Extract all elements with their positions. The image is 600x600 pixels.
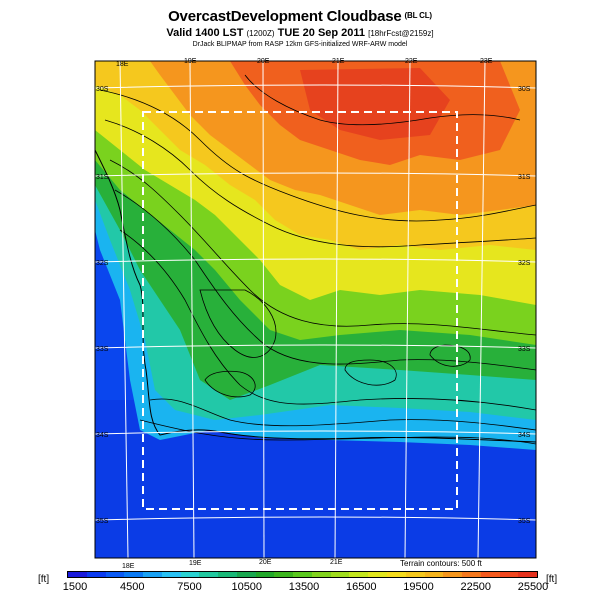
colorbar-segment — [368, 572, 388, 577]
lon-label: 18E — [116, 61, 129, 68]
colorbar-segment — [180, 572, 200, 577]
lat-label: 33S — [96, 346, 109, 353]
lat-label: 31S — [518, 174, 531, 181]
colorbar-segment — [274, 572, 294, 577]
lat-label: 33S — [518, 346, 531, 353]
lat-label: 35S — [96, 518, 109, 525]
map-frame — [94, 60, 537, 559]
colorbar-segment — [387, 572, 406, 577]
colorbar-segment — [480, 572, 500, 577]
colorbar-segment — [105, 572, 125, 577]
lat-label: 30S — [518, 86, 531, 93]
lon-label: 21E — [330, 559, 343, 566]
map-title: OvercastDevelopment Cloudbase (BL CL) — [0, 8, 600, 25]
lon-label: 21E — [332, 58, 345, 65]
colorbar-segment — [124, 572, 144, 577]
colorbar — [67, 571, 538, 578]
lon-label: 23E — [480, 58, 493, 65]
map-subtitle: Valid 1400 LST (1200Z) TUE 20 Sep 2011 [… — [0, 27, 600, 39]
colorbar-segment — [199, 572, 219, 577]
colorbar-segment — [518, 572, 538, 577]
title-text: OvercastDevelopment Cloudbase — [168, 8, 402, 25]
legend-unit-right: [ft] — [546, 574, 558, 585]
longitude-labels-bottom: 18E 19E 20E 21E — [122, 559, 343, 570]
legend-unit-left: [ft] — [38, 574, 50, 585]
colorbar-segment — [443, 572, 463, 577]
valid-time: Valid 1400 LST — [166, 27, 244, 39]
colorbar-segment — [330, 572, 350, 577]
colorbar-segment — [424, 572, 444, 577]
lon-label: 19E — [189, 560, 202, 567]
colorbar-segment — [143, 572, 162, 577]
lat-label: 32S — [518, 260, 531, 267]
contour-interval-note: Terrain contours: 500 ft — [400, 559, 482, 568]
lat-label: 34S — [96, 432, 109, 439]
colorbar-tick-label: 19500 — [403, 581, 434, 593]
forecast-info: [18hrFcst@2159z] — [368, 29, 434, 38]
colorbar-segment — [405, 572, 425, 577]
colorbar-segment — [499, 572, 519, 577]
lat-label: 32S — [96, 260, 109, 267]
map-field — [95, 61, 536, 558]
coastline — [95, 149, 536, 443]
colorbar-tick-label: 13500 — [288, 581, 320, 593]
latitude-labels-right: 30S 31S 32S 33S 34S 35S — [518, 86, 531, 525]
longitude-labels-top: 18E 19E 20E 21E 22E 23E — [116, 58, 493, 68]
valid-date: TUE 20 Sep 2011 — [277, 27, 366, 39]
model-credit: DrJack BLIPMAP from RASP 12km GFS-initia… — [192, 41, 408, 48]
inner-domain-box — [142, 111, 458, 510]
colorbar-segment — [293, 572, 312, 577]
colorbar-tick-label: 22500 — [460, 581, 492, 593]
lat-label: 30S — [96, 86, 109, 93]
lat-label: 35S — [518, 518, 531, 525]
colorbar-segment — [349, 572, 369, 577]
lon-label: 19E — [184, 58, 197, 65]
colorbar-segment — [68, 572, 87, 577]
colorbar-segment — [218, 572, 237, 577]
lon-label: 20E — [257, 58, 270, 65]
utc-time: (1200Z) — [246, 29, 275, 38]
latitude-labels-left: 30S 31S 32S 33S 34S 35S — [96, 86, 109, 525]
lat-label: 34S — [518, 432, 531, 439]
colorbar-segment — [255, 572, 275, 577]
colorbar-segment — [236, 572, 256, 577]
colorbar-tick-labels: 1500 4500 7500 10500 13500 16500 19500 22500 255… — [0, 581, 600, 595]
lat-label: 31S — [96, 174, 109, 181]
colorbar-segment — [311, 572, 331, 577]
colorbar-tick-label: 10500 — [231, 581, 263, 593]
lon-label: 22E — [405, 58, 418, 65]
colorbar-segment — [86, 572, 106, 577]
graticule — [95, 61, 536, 558]
colorbar-tick-label: 25500 — [517, 581, 549, 593]
colorbar-tick-label: 7500 — [177, 581, 202, 593]
colorbar-tick-label: 4500 — [120, 581, 145, 593]
colorbar-tick-label: 1500 — [62, 581, 88, 593]
colorbar-segment — [161, 572, 181, 577]
title-tag: (BL CL) — [404, 11, 433, 20]
colorbar-tick-label: 16500 — [345, 581, 377, 593]
lon-label: 18E — [122, 563, 135, 570]
lon-label: 20E — [259, 559, 272, 566]
colorbar-segment — [462, 572, 481, 577]
